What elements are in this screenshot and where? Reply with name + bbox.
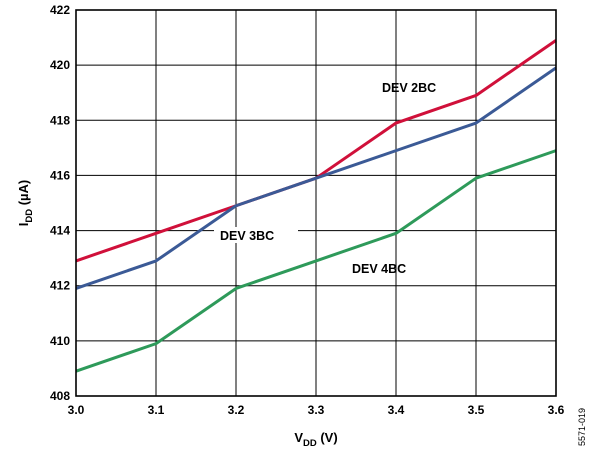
x-tick-label: 3.5: [468, 403, 485, 417]
plot-frame: [75, 9, 557, 397]
y-tick-label: 418: [50, 113, 70, 127]
y-tick-label: 412: [50, 279, 70, 293]
y-tick-label: 422: [50, 3, 70, 17]
x-tick-label: 3.2: [228, 403, 245, 417]
x-tick-label: 3.3: [308, 403, 325, 417]
series-label-dev-2bc: DEV 2BC: [382, 81, 436, 95]
y-tick-label: 416: [50, 168, 70, 182]
y-tick-label: 408: [50, 389, 70, 403]
x-tick-label: 3.0: [68, 403, 85, 417]
x-tick-label: 3.6: [548, 403, 565, 417]
series-label-dev-3bc: DEV 3BC: [220, 229, 274, 243]
x-tick-labels: 3.0 3.1 3.2 3.3 3.4 3.5 3.6: [68, 403, 565, 417]
y-tick-label: 420: [50, 58, 70, 72]
x-tick-label: 3.1: [148, 403, 165, 417]
y-tick-label: 414: [50, 224, 70, 238]
x-axis-label: VDD (V): [294, 430, 337, 449]
series-line-dev-4bc: [75, 149, 557, 373]
y-tick-label: 410: [50, 334, 70, 348]
x-tick-label: 3.4: [388, 403, 405, 417]
series-lines: [75, 39, 557, 373]
series-label-bg-dev-3bc: [214, 227, 298, 243]
y-tick-labels: 408 410 412 414 416 418 420 422: [50, 3, 70, 403]
series-line-dev-3bc: [75, 66, 557, 290]
figure-id: 5571-019: [577, 408, 587, 446]
series-label-dev-4bc: DEV 4BC: [352, 262, 406, 276]
y-axis-label: IDD (µA): [16, 180, 35, 227]
grid: [75, 9, 557, 397]
